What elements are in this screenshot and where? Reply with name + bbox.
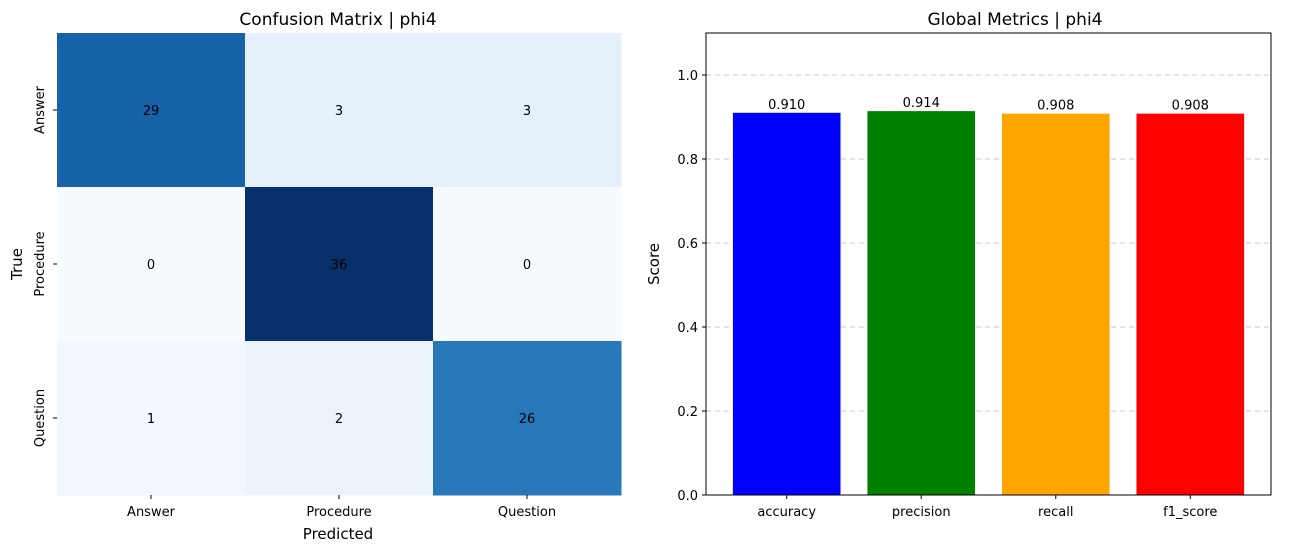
heatmap-y-ticks: Answer Procedure Question [33,85,57,447]
heatmap-y-axis-label: True [8,248,26,281]
bar-value-label: 0.908 [1172,99,1209,114]
heatmap-cell [57,187,246,342]
heatmap-x-tick-label: Question [498,505,556,520]
heatmap-cell-value: 3 [523,104,531,119]
bar-y-tick-label: 0.0 [677,489,698,504]
heatmap-y-tick-label: Procedure [33,231,48,296]
heatmap-cell-value: 36 [331,258,348,273]
bar-value-label: 0.910 [768,98,805,113]
heatmap-cell-value: 2 [335,412,343,427]
bar-x-tick-label: accuracy [757,505,816,520]
global-metrics-panel: Global Metrics | phi4 0.910 0.914 0.908 0.9… [645,10,1272,520]
heatmap-cell-value: 0 [523,258,531,273]
heatmap-cell-value: 0 [147,258,155,273]
heatmap-cell [245,341,434,496]
heatmap-cell [433,33,622,188]
heatmap-x-ticks: Answer Procedure Question [127,495,556,520]
heatmap-cell [57,33,246,188]
bar-y-tick-label: 0.8 [677,153,698,168]
bar-x-tick-label: f1_score [1163,505,1217,520]
bar-series [732,111,1245,496]
heatmap-y-tick-label: Answer [33,85,48,134]
bar-x-ticks: accuracy precision recall f1_score [757,495,1217,520]
heatmap-cells: 29 3 3 0 36 0 1 2 26 [57,33,622,496]
bar-y-axis-label: Score [645,243,663,285]
heatmap-cell [245,33,434,188]
bar-y-ticks: 0.0 0.2 0.4 0.6 0.8 1.0 [677,69,706,504]
global-metrics-title: Global Metrics | phi4 [928,10,1103,30]
heatmap-cell-value: 1 [147,412,155,427]
heatmap-cell [57,341,246,496]
bar-value-label: 0.914 [903,96,940,111]
bar-precision [867,111,976,496]
heatmap-cell-value: 26 [519,412,536,427]
heatmap-x-axis-label: Predicted [303,525,373,543]
heatmap-cell-value: 29 [143,104,160,119]
heatmap-cell [433,341,622,496]
bar-y-tick-label: 0.4 [677,321,698,336]
bar-x-tick-label: recall [1038,505,1073,520]
heatmap-cell-value: 3 [335,104,343,119]
bar-y-tick-label: 0.6 [677,237,698,252]
bar-recall [1001,113,1110,495]
heatmap-y-tick-label: Question [33,389,48,447]
heatmap-cell [245,187,434,342]
bar-y-tick-label: 0.2 [677,405,698,420]
heatmap-x-tick-label: Procedure [306,505,371,520]
bar-x-tick-label: precision [892,505,951,520]
bar-plot-frame [705,32,1272,496]
bar-y-tick-label: 1.0 [677,69,698,84]
heatmap-x-tick-label: Answer [127,505,176,520]
heatmap-cell [433,187,622,342]
bar-f1_score [1136,113,1245,495]
confusion-matrix-title: Confusion Matrix | phi4 [239,10,436,30]
bar-accuracy [732,112,841,496]
confusion-matrix-panel: Confusion Matrix | phi4 29 3 3 0 36 0 1 2 26 Ans… [8,10,622,543]
bar-value-label: 0.908 [1037,99,1074,114]
bar-value-labels: 0.910 0.914 0.908 0.908 [768,96,1209,114]
